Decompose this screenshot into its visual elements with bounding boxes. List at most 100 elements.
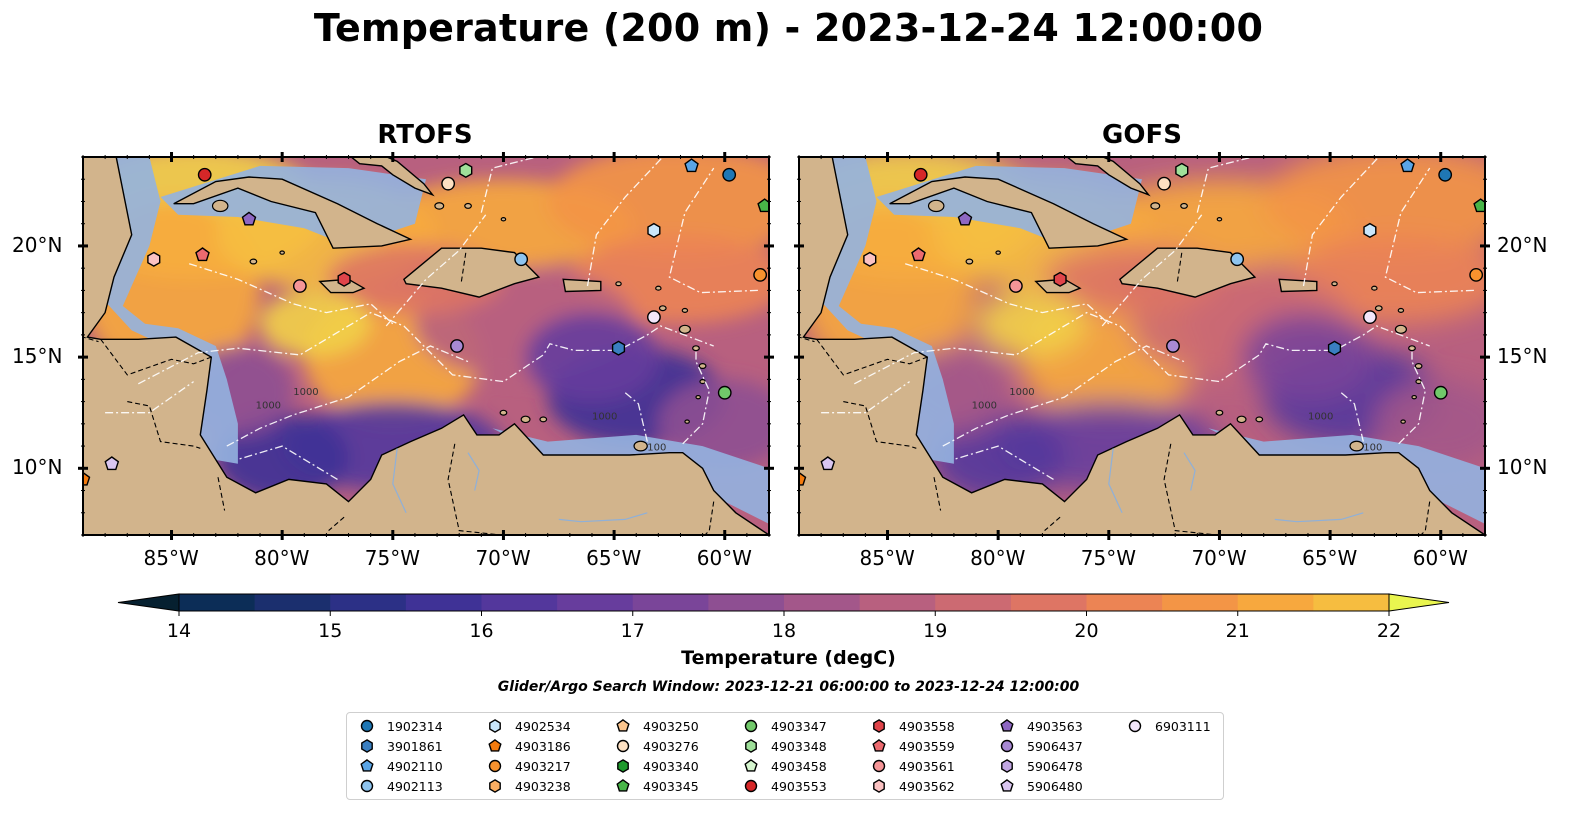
land (173, 176, 413, 249)
shallow-shelf (1208, 428, 1485, 524)
float-marker-1902314 (1438, 167, 1453, 182)
float-marker-4903186 (799, 471, 807, 486)
colorbar-tick-label: 16 (469, 620, 494, 642)
legend-marker (489, 719, 501, 733)
island (1216, 217, 1223, 222)
float-marker-4903559 (195, 247, 210, 262)
country-border (83, 294, 99, 343)
colorbar-label: Temperature (degC) (681, 647, 896, 669)
legend-box: 1902314 3901861 4902110 4902113 4902534 49031… (346, 712, 1224, 800)
island (520, 415, 531, 424)
eez-boundary (854, 311, 1430, 385)
legend-marker (616, 719, 630, 732)
island (1371, 285, 1378, 291)
circle-marker-icon (616, 739, 630, 753)
lon-tick-label: 75°W (1080, 546, 1137, 570)
legend-item: 5906437 (999, 736, 1083, 756)
float-marker-3901861 (1327, 340, 1342, 356)
colorbar-tick-label: 14 (166, 620, 192, 642)
temperature-field (1263, 157, 1485, 258)
legend-label: 4903563 (1027, 718, 1083, 734)
legend-marker (873, 719, 885, 733)
legend-marker (360, 779, 374, 793)
temperature-field (215, 412, 349, 502)
float-marker-4902110 (684, 158, 699, 173)
colorbar-tick-label: 20 (1074, 620, 1099, 642)
float-marker-4903562 (147, 251, 161, 267)
pentagon-marker-icon (616, 779, 630, 792)
legend-item: 6903111 (1127, 716, 1211, 736)
contour-label: 1000 (1009, 387, 1034, 398)
island (678, 324, 692, 334)
country-border (1163, 443, 1219, 535)
island (995, 250, 1001, 255)
eez-boundary (586, 157, 664, 287)
hexagon-marker-icon (873, 779, 885, 793)
river (467, 452, 480, 491)
temperature-field (931, 412, 1065, 502)
island (434, 202, 445, 210)
legend-item: 1902314 (359, 716, 443, 736)
pentagon-marker-icon (744, 759, 758, 772)
colorbar-tick-label: 22 (1376, 620, 1402, 642)
float-marker-6903111 (647, 310, 661, 324)
circle-marker-icon (360, 779, 374, 793)
river (392, 448, 407, 514)
river (558, 512, 648, 523)
legend-label: 4903347 (771, 718, 827, 734)
legend-marker (1001, 759, 1013, 773)
eez-boundary (1340, 392, 1364, 442)
country-border (1176, 252, 1183, 282)
eez-boundary (942, 345, 1185, 447)
colorbar-tick-label: 19 (923, 620, 948, 642)
hexagon-marker-icon (617, 759, 629, 773)
colorbar-extend-max (1388, 593, 1450, 612)
legend-item: 4903250 (615, 716, 699, 736)
legend-marker (361, 739, 373, 753)
legend-marker (488, 759, 502, 773)
contour-label: 1000 (972, 400, 997, 411)
colorbar-segment (859, 594, 936, 611)
country-border (1044, 516, 1061, 532)
eez-boundary (385, 214, 487, 327)
pentagon-marker-icon (872, 739, 886, 752)
country-border (100, 338, 212, 376)
legend-label: 4902113 (387, 778, 443, 794)
float-marker-3901861 (611, 340, 626, 356)
island (655, 285, 662, 291)
circle-marker-icon (744, 719, 758, 733)
colorbar-segment (1313, 594, 1390, 611)
panel-title-gofs: GOFS (1102, 120, 1182, 150)
land (889, 176, 1129, 249)
island (1236, 415, 1247, 424)
colorbar-segment (1237, 594, 1314, 611)
island (1255, 416, 1264, 423)
legend-item: 4903186 (487, 736, 571, 756)
legend-marker (360, 759, 374, 772)
country-border (328, 516, 345, 532)
eez-boundary (138, 311, 714, 385)
island (615, 281, 622, 287)
legend-label: 4903348 (771, 738, 827, 754)
float-marker-4902113 (514, 252, 529, 267)
lon-tick-label: 70°W (475, 546, 531, 570)
lon-tick-label: 75°W (364, 546, 421, 570)
lon-tick-label: 65°W (1302, 546, 1358, 570)
island (1331, 281, 1338, 287)
island (211, 199, 229, 213)
colorbar-segment (1010, 594, 1087, 611)
hexagon-marker-icon (1001, 759, 1013, 773)
legend-label: 4903553 (771, 778, 827, 794)
island (279, 250, 285, 255)
float-marker-4903276 (441, 176, 456, 191)
island (464, 202, 472, 209)
island (1180, 202, 1188, 209)
eez-boundary (905, 263, 1110, 325)
lat-tick-label-right: 10°N (1497, 455, 1548, 480)
eez-boundary (1196, 157, 1253, 213)
shallow-shelf (492, 428, 769, 524)
pentagon-marker-icon (488, 739, 502, 752)
hexagon-marker-icon (489, 719, 501, 733)
legend-label: 4902534 (515, 718, 571, 734)
contour-label: 1000 (1308, 411, 1333, 422)
